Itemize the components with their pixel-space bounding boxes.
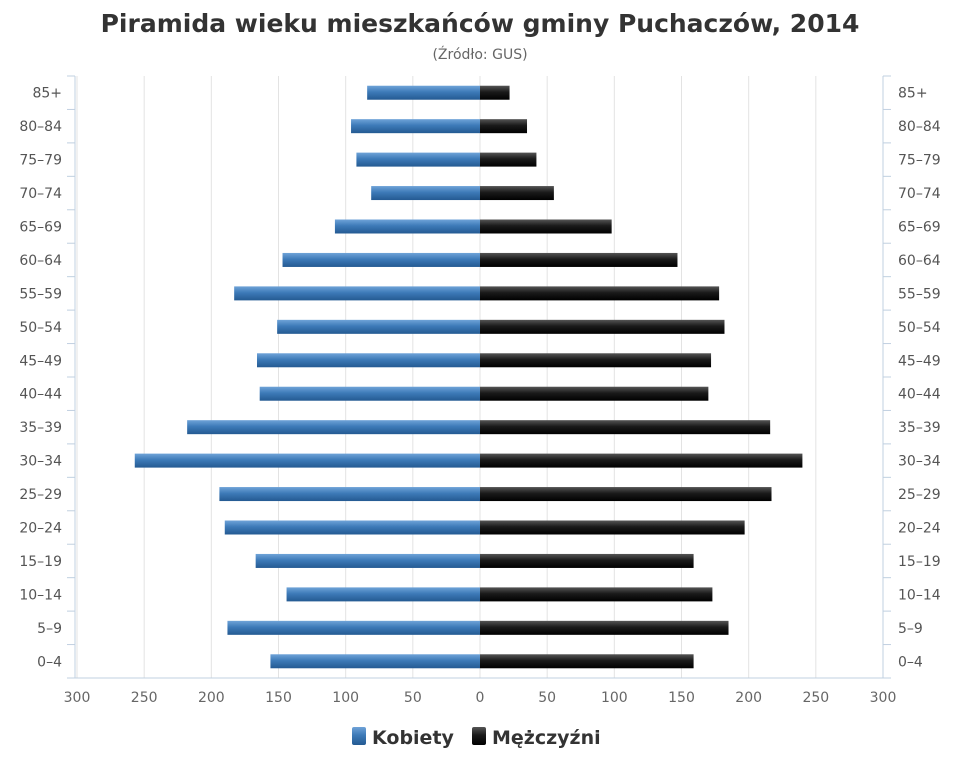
category-label-left: 45–49 bbox=[19, 353, 62, 369]
bar-mezczyzni bbox=[480, 654, 694, 669]
category-label-right: 10–14 bbox=[898, 587, 941, 603]
bar-kobiety bbox=[219, 487, 481, 502]
x-tick-label: 50 bbox=[404, 690, 422, 706]
bar-mezczyzni bbox=[480, 420, 771, 435]
bar-kobiety bbox=[334, 219, 480, 234]
category-label-right: 80–84 bbox=[898, 119, 941, 135]
category-label-left: 70–74 bbox=[19, 186, 62, 202]
category-label-right: 55–59 bbox=[898, 286, 941, 302]
category-label-right: 35–39 bbox=[898, 420, 941, 436]
category-label-right: 85+ bbox=[898, 86, 928, 102]
bar-mezczyzni bbox=[480, 286, 720, 301]
category-label-left: 35–39 bbox=[19, 420, 62, 436]
bar-mezczyzni bbox=[480, 152, 537, 167]
x-tick-label: 50 bbox=[538, 690, 556, 706]
bar-kobiety bbox=[259, 386, 480, 401]
bar-mezczyzni bbox=[480, 520, 745, 535]
bar-kobiety bbox=[356, 152, 480, 167]
category-label-right: 40–44 bbox=[898, 387, 941, 403]
x-tick-label: 0 bbox=[476, 690, 485, 706]
category-label-left: 10–14 bbox=[19, 587, 62, 603]
bar-mezczyzni bbox=[480, 553, 694, 568]
bar-mezczyzni bbox=[480, 620, 729, 635]
category-label-left: 40–44 bbox=[19, 387, 62, 403]
category-label-right: 45–49 bbox=[898, 353, 941, 369]
category-label-right: 0–4 bbox=[898, 654, 923, 670]
x-tick-label: 250 bbox=[131, 690, 158, 706]
bar-kobiety bbox=[371, 186, 480, 201]
bar-kobiety bbox=[270, 654, 480, 669]
bar-mezczyzni bbox=[480, 319, 725, 334]
category-label-left: 80–84 bbox=[19, 119, 62, 135]
bar-kobiety bbox=[255, 553, 480, 568]
category-label-left: 75–79 bbox=[19, 153, 62, 169]
bar-mezczyzni bbox=[480, 186, 554, 201]
category-label-left: 60–64 bbox=[19, 253, 62, 269]
legend-swatch bbox=[472, 727, 486, 745]
x-tick-label: 100 bbox=[601, 690, 628, 706]
legend-label: Kobiety bbox=[372, 727, 455, 749]
bar-mezczyzni bbox=[480, 453, 803, 468]
bar-mezczyzni bbox=[480, 119, 528, 134]
bar-kobiety bbox=[282, 252, 480, 267]
bar-mezczyzni bbox=[480, 85, 510, 100]
x-tick-label: 150 bbox=[265, 690, 292, 706]
bar-mezczyzni bbox=[480, 353, 712, 368]
legend[interactable]: Kobiety Mężczyźni bbox=[352, 727, 601, 749]
category-label-left: 25–29 bbox=[19, 487, 62, 503]
chart-title: Piramida wieku mieszkańców gminy Puchacz… bbox=[101, 9, 860, 38]
bar-mezczyzni bbox=[480, 252, 678, 267]
category-label-left: 85+ bbox=[32, 86, 62, 102]
bar-kobiety bbox=[134, 453, 480, 468]
legend-swatch bbox=[352, 727, 366, 745]
category-label-left: 20–24 bbox=[19, 521, 62, 537]
category-label-left: 55–59 bbox=[19, 286, 62, 302]
legend-label: Mężczyźni bbox=[492, 727, 601, 749]
category-label-left: 50–54 bbox=[19, 320, 62, 336]
category-label-right: 15–19 bbox=[898, 554, 941, 570]
bar-kobiety bbox=[257, 353, 480, 368]
bar-kobiety bbox=[277, 319, 480, 334]
x-tick-label: 200 bbox=[198, 690, 225, 706]
bar-kobiety bbox=[286, 587, 480, 602]
x-tick-label: 200 bbox=[735, 690, 762, 706]
category-label-left: 65–69 bbox=[19, 220, 62, 236]
bar-kobiety bbox=[234, 286, 480, 301]
bars bbox=[134, 85, 803, 669]
bar-kobiety bbox=[224, 520, 480, 535]
x-tick-label: 300 bbox=[64, 690, 91, 706]
axes: 300 250 200 150 100 50 0 50 100 150 200 250 300 bbox=[64, 75, 897, 706]
category-label-right: 75–79 bbox=[898, 153, 941, 169]
bar-kobiety bbox=[351, 119, 480, 134]
bar-kobiety bbox=[367, 85, 480, 100]
bar-kobiety bbox=[187, 420, 481, 435]
category-label-right: 65–69 bbox=[898, 220, 941, 236]
bar-mezczyzni bbox=[480, 487, 772, 502]
category-label-right: 30–34 bbox=[898, 454, 941, 470]
category-label-left: 30–34 bbox=[19, 454, 62, 470]
category-label-right: 50–54 bbox=[898, 320, 941, 336]
bar-kobiety bbox=[227, 620, 480, 635]
category-label-left: 0–4 bbox=[37, 654, 62, 670]
x-tick-label: 300 bbox=[870, 690, 897, 706]
x-tick-label: 100 bbox=[332, 690, 359, 706]
x-tick-label: 150 bbox=[668, 690, 695, 706]
bar-mezczyzni bbox=[480, 587, 713, 602]
x-tick-label: 250 bbox=[802, 690, 829, 706]
bar-mezczyzni bbox=[480, 386, 709, 401]
category-labels: 85+ 85+ 80–84 80–84 75–79 75–79 70–74 70–74 65–6… bbox=[19, 86, 940, 671]
category-label-right: 20–24 bbox=[898, 521, 941, 537]
category-label-left: 5–9 bbox=[37, 621, 62, 637]
category-label-right: 60–64 bbox=[898, 253, 941, 269]
category-label-right: 25–29 bbox=[898, 487, 941, 503]
bar-mezczyzni bbox=[480, 219, 612, 234]
category-label-right: 70–74 bbox=[898, 186, 941, 202]
chart-subtitle: (Źródło: GUS) bbox=[432, 45, 527, 63]
category-label-left: 15–19 bbox=[19, 554, 62, 570]
category-label-right: 5–9 bbox=[898, 621, 923, 637]
